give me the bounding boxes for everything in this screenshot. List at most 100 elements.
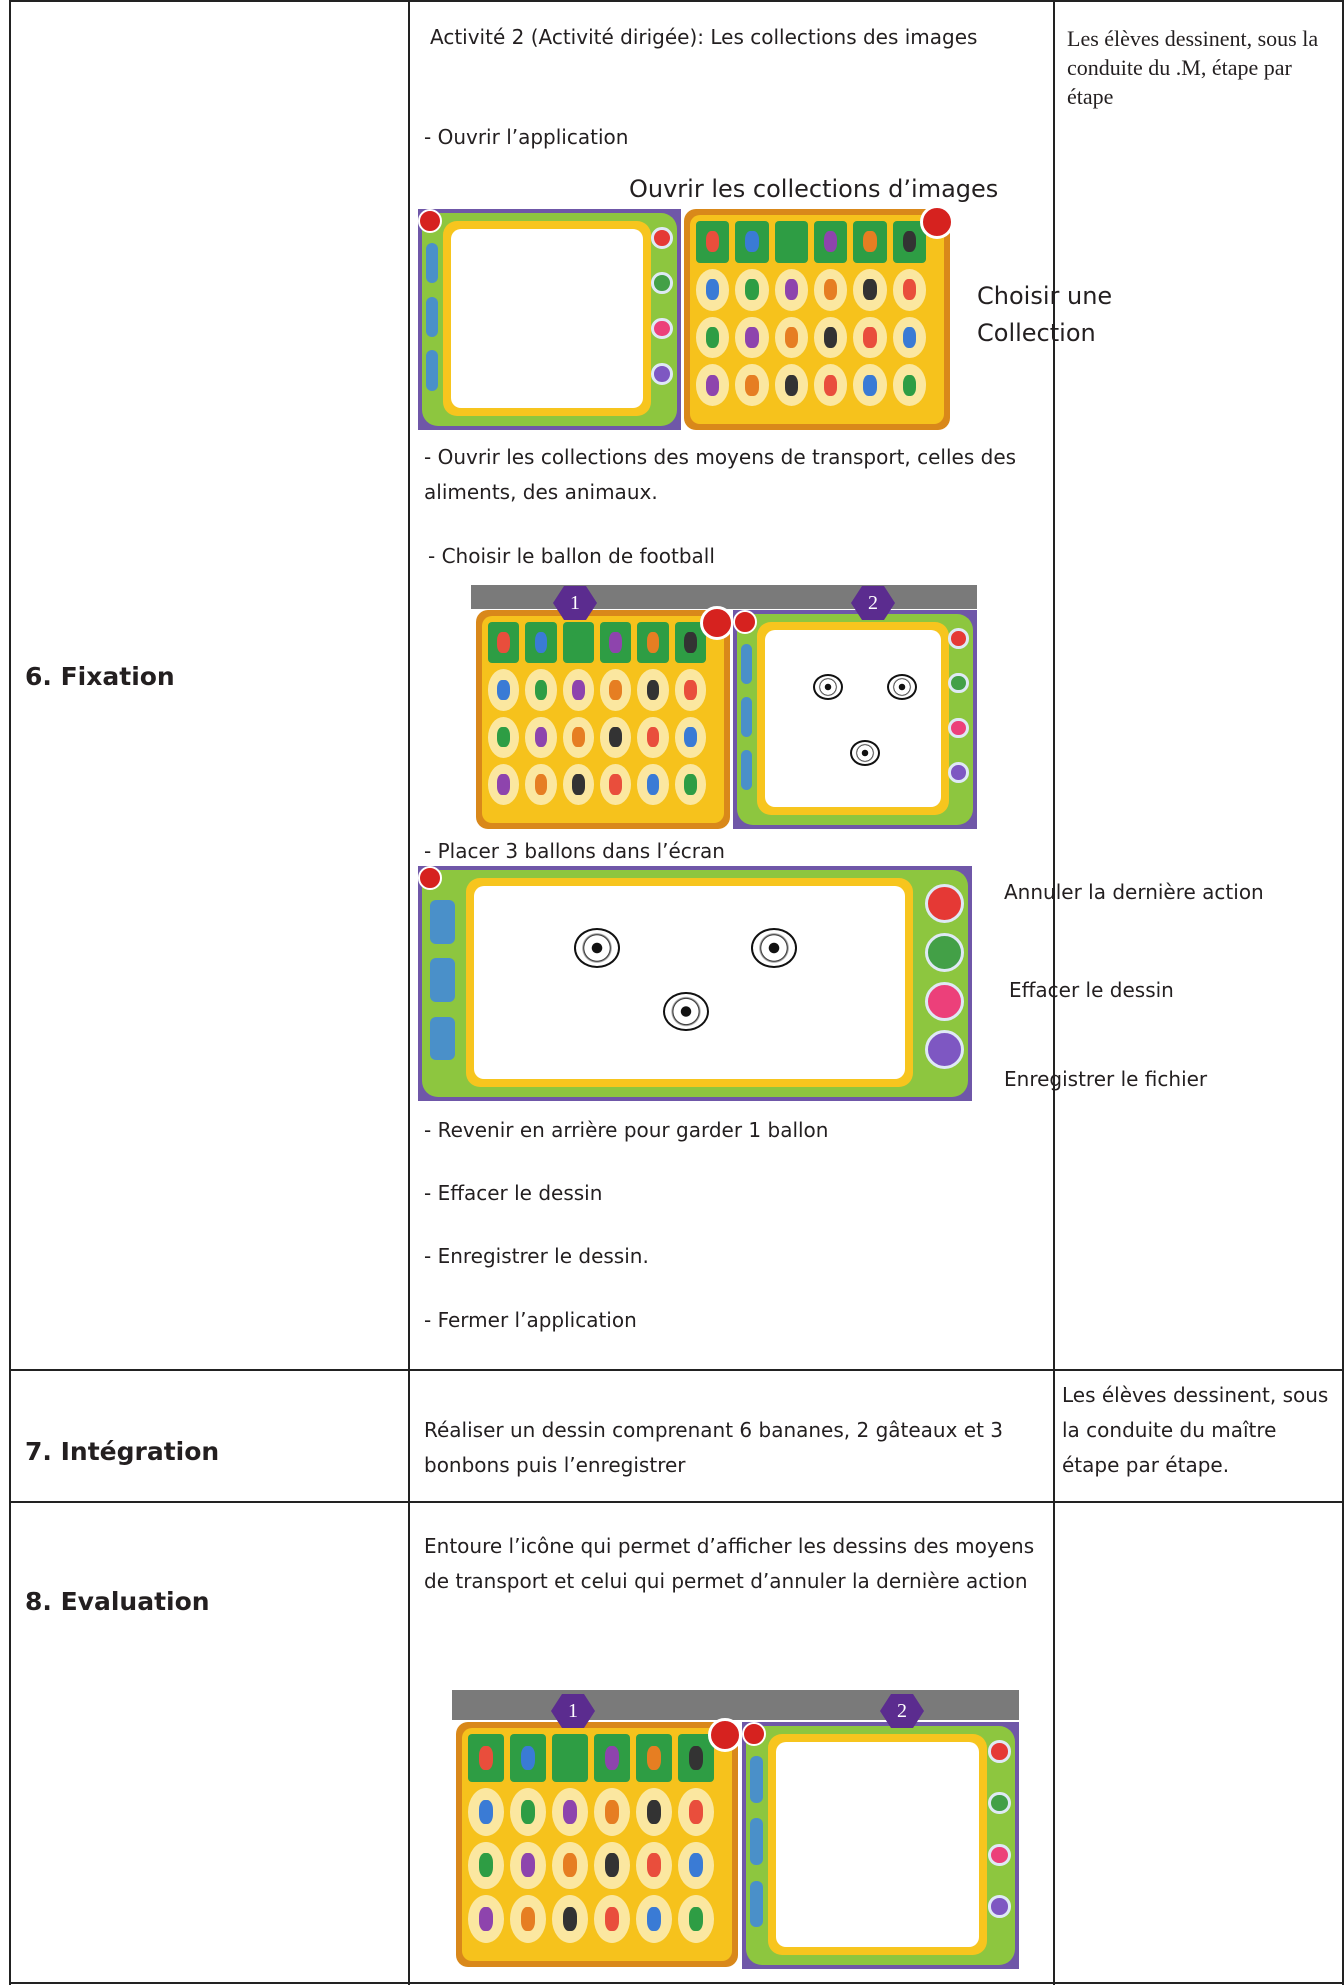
image-item xyxy=(488,716,520,758)
icon xyxy=(478,1745,494,1770)
image-item xyxy=(678,1895,714,1943)
collection-tab xyxy=(468,1734,504,1782)
icon xyxy=(478,1853,494,1878)
image-item xyxy=(510,1841,546,1890)
app-gallery xyxy=(456,1718,742,1967)
canvas-frame xyxy=(737,614,973,825)
icon xyxy=(562,1907,578,1932)
image-item xyxy=(735,364,769,406)
caption: Choisir une Collection xyxy=(977,282,1113,347)
image-item xyxy=(892,316,926,359)
icon xyxy=(745,374,759,396)
icon xyxy=(609,632,622,653)
table-border xyxy=(9,0,1344,2)
image-item xyxy=(696,364,730,406)
activity-title: Activité 2 (Activité dirigée): Les colle… xyxy=(430,25,978,49)
canvas-area xyxy=(451,229,643,408)
image-item xyxy=(562,669,594,711)
icon xyxy=(478,1799,494,1824)
close-button xyxy=(700,606,734,640)
image-item xyxy=(735,316,769,359)
image-item xyxy=(562,716,594,758)
icon xyxy=(684,679,697,701)
close-button xyxy=(418,209,442,233)
image-item xyxy=(696,316,730,359)
table-border xyxy=(1053,0,1055,1985)
close-button xyxy=(742,1722,766,1746)
close-button xyxy=(708,1718,742,1752)
icon xyxy=(646,726,660,748)
image-item xyxy=(674,716,706,758)
canvas-area xyxy=(474,886,905,1079)
soccer-ball xyxy=(849,739,880,766)
canvas-border xyxy=(756,622,949,815)
image-item xyxy=(594,1895,630,1943)
image-item xyxy=(853,268,887,311)
image-item xyxy=(637,763,669,805)
image-item xyxy=(853,364,887,406)
activity: Réaliser un dessin comprenant 6 bananes,… xyxy=(424,1418,1004,1477)
tool-button xyxy=(988,1740,1011,1763)
collection-tab xyxy=(552,1734,588,1782)
tab-bar xyxy=(471,585,977,609)
pencil-tool xyxy=(425,243,438,284)
caption: Ouvrir les collections d’images xyxy=(629,175,999,203)
gallery-area xyxy=(690,215,944,424)
icon xyxy=(572,632,585,653)
icon xyxy=(562,1745,578,1770)
canvas-frame xyxy=(422,870,968,1097)
collection-tab xyxy=(814,221,848,263)
icon xyxy=(823,231,838,253)
close-button xyxy=(418,866,442,890)
close-button xyxy=(733,610,757,634)
tool-button xyxy=(988,1843,1011,1867)
collection-tab xyxy=(594,1734,630,1782)
icon xyxy=(863,231,877,253)
stage-label: 6. Fixation xyxy=(25,662,175,691)
table-border xyxy=(408,0,410,1985)
collection-tab xyxy=(488,622,520,664)
tool-button xyxy=(924,932,964,972)
image-item xyxy=(636,1895,672,1943)
pencil-tool xyxy=(750,1880,763,1928)
icon xyxy=(604,1907,620,1932)
tool-button xyxy=(651,272,673,295)
image-item xyxy=(814,364,848,406)
app-canvas xyxy=(418,209,681,430)
app-gallery xyxy=(684,205,954,430)
tool-button xyxy=(988,1895,1011,1918)
table-border xyxy=(9,1501,1344,1503)
image-item xyxy=(594,1841,630,1890)
icon xyxy=(784,326,798,348)
app-canvas xyxy=(742,1722,1019,1969)
icon xyxy=(688,1799,704,1824)
collection-tab xyxy=(510,1734,546,1782)
image-item xyxy=(594,1787,630,1836)
step: - Ouvrir l’application xyxy=(424,125,629,149)
icon xyxy=(784,231,798,253)
tool-button xyxy=(924,884,964,924)
icon xyxy=(863,374,877,396)
soccer-ball xyxy=(751,928,798,968)
image-item xyxy=(510,1895,546,1943)
icon xyxy=(784,279,798,301)
icon xyxy=(497,774,510,795)
gallery-area xyxy=(482,616,724,823)
tool-button xyxy=(651,362,673,385)
collection-tab xyxy=(637,622,669,664)
canvas-frame xyxy=(746,1726,1015,1965)
tool-button xyxy=(651,317,673,340)
pencil-tool xyxy=(740,697,752,737)
tab-bar xyxy=(452,1690,1019,1720)
tool-button xyxy=(924,1030,964,1070)
step: - Effacer le dessin xyxy=(424,1181,603,1205)
icon xyxy=(609,726,622,748)
collection-tab xyxy=(678,1734,714,1782)
step: - Placer 3 ballons dans l’écran xyxy=(424,839,725,863)
pencil-tool xyxy=(740,750,752,790)
image-item xyxy=(552,1895,588,1943)
stage-label: 7. Intégration xyxy=(25,1437,220,1466)
tool-button xyxy=(988,1791,1011,1815)
collection-tab xyxy=(892,221,926,263)
